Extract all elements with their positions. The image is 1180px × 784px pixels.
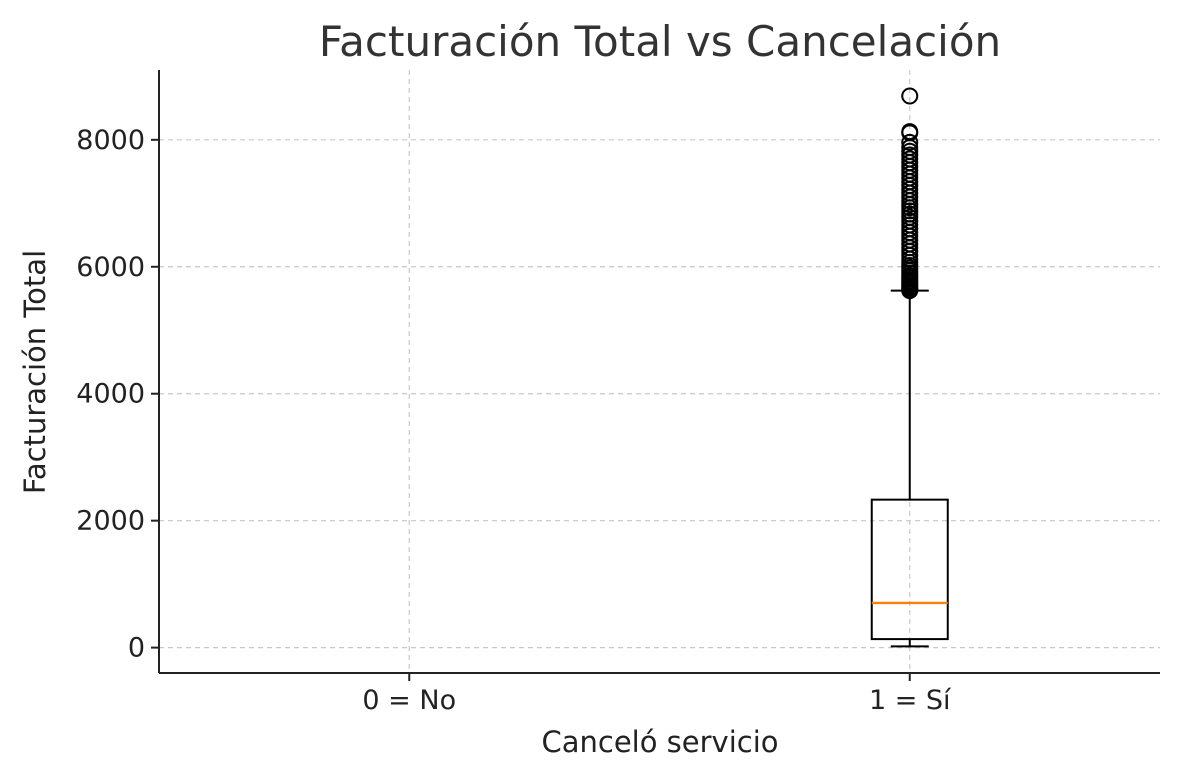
box-group xyxy=(870,87,949,648)
outlier-point xyxy=(901,123,919,141)
x-tick-label: 1 = Sí xyxy=(869,685,952,716)
outlier-point xyxy=(901,133,919,151)
ticks-layer: 0 2000 4000 6000 8000 0 = No 1 = Sí xyxy=(76,125,952,716)
y-tick-label: 6000 xyxy=(76,252,145,283)
x-tick-label: 0 = No xyxy=(362,685,456,716)
x-axis-label: Canceló servicio xyxy=(541,725,778,759)
y-tick-label: 4000 xyxy=(76,379,145,410)
y-tick-label: 2000 xyxy=(76,506,145,537)
boxes-layer xyxy=(870,87,949,648)
y-tick-label: 8000 xyxy=(76,125,145,156)
axes-layer xyxy=(158,70,1160,674)
chart-title: Facturación Total vs Cancelación xyxy=(319,17,1001,66)
y-tick-label: 0 xyxy=(128,633,145,664)
y-axis-label: Facturación Total xyxy=(18,250,52,494)
grid-layer xyxy=(159,70,1160,673)
iqr-box xyxy=(870,498,949,641)
outlier-point xyxy=(901,87,919,105)
